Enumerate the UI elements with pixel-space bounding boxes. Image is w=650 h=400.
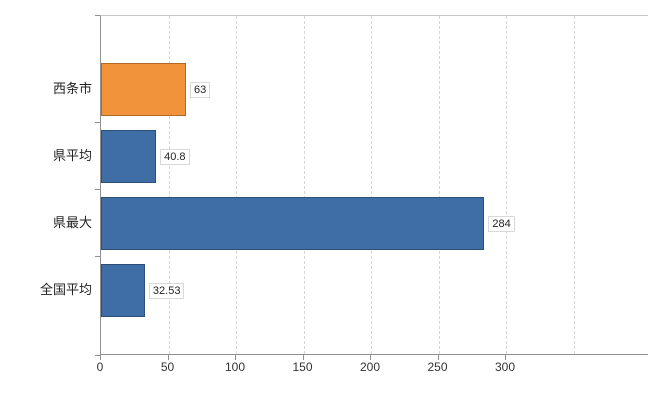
x-tick-label: 250 [427,360,448,374]
gridline [168,16,170,354]
category-label: 県最大 [52,214,92,230]
gridline [303,16,305,354]
x-axis-tick [505,355,506,360]
gridline [438,16,440,354]
plot-area: 63 40.8 284 32.53 [100,15,648,355]
x-tick-label: 300 [494,360,516,374]
x-tick-label: 100 [224,360,246,374]
gridline [371,16,372,354]
bar [101,264,145,317]
bar [101,130,157,183]
x-tick-label: 0 [96,360,104,374]
y-axis-tick [95,256,100,257]
value-label: 40.8 [160,148,190,165]
gridline [573,16,575,354]
bar [101,197,485,250]
y-axis-tick [95,122,100,123]
value-label: 284 [488,215,515,232]
category-label: 県平均 [52,147,92,163]
x-axis-tick [100,355,101,360]
bar [101,63,187,116]
x-axis-tick [302,355,304,360]
x-tick-label: 50 [160,360,175,374]
category-label: 西条市 [52,80,92,96]
gridline [506,16,507,354]
x-axis-tick [370,355,371,360]
value-label: 32.53 [148,282,185,299]
y-axis-tick [95,15,100,16]
x-tick-label: 200 [359,360,381,374]
category-label: 全国平均 [39,281,92,297]
x-axis-tick [235,355,236,360]
gridline [236,16,237,354]
x-axis-tick [437,355,439,360]
x-tick-label: 150 [292,360,313,374]
x-axis-tick [167,355,169,360]
value-label: 63 [190,81,211,98]
y-axis-tick [95,189,100,190]
y-axis-tick [95,355,100,356]
